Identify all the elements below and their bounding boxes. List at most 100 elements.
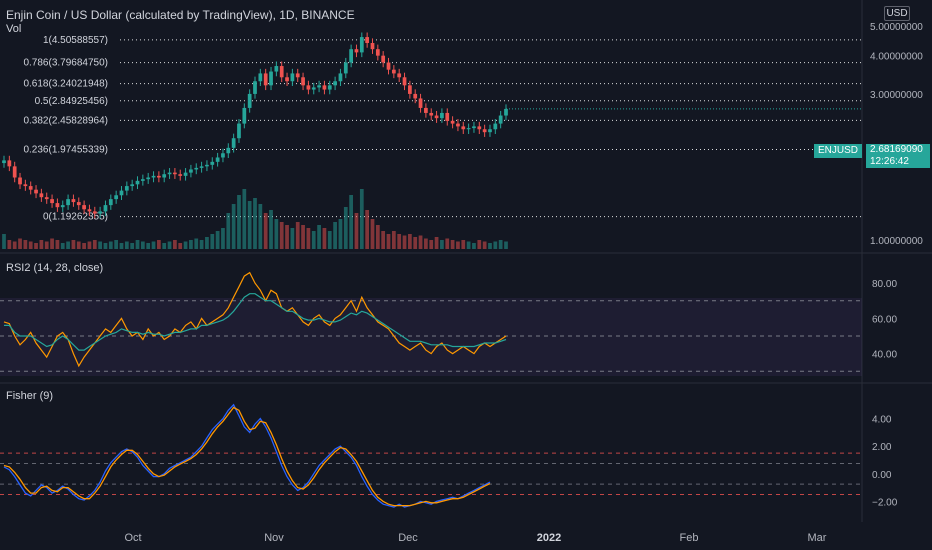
candle-body: [391, 69, 396, 74]
candle-body: [226, 147, 231, 154]
volume-bar: [151, 241, 156, 249]
candle-body: [365, 37, 370, 43]
candle-body: [28, 186, 33, 190]
volume-bar: [397, 234, 402, 249]
candle-body: [66, 199, 70, 206]
candle-body: [504, 108, 508, 116]
volume-bar: [189, 240, 193, 249]
candle-body: [343, 62, 348, 74]
candle-body: [221, 153, 225, 158]
volume-bar: [247, 201, 252, 249]
candle-body: [413, 93, 418, 99]
volume-bar: [311, 231, 316, 249]
volume-bar: [504, 241, 508, 249]
volume-bar: [365, 210, 370, 249]
candle-body: [375, 49, 380, 56]
candle-body: [322, 85, 327, 90]
volume-bar: [237, 195, 241, 249]
fib-level-label: 0.786(3.79684750): [23, 58, 108, 69]
candle-body: [82, 205, 86, 210]
volume-bar: [178, 243, 183, 249]
volume-bar: [231, 204, 236, 249]
volume-bar: [183, 241, 188, 249]
candle-body: [397, 73, 402, 78]
volume-bar: [386, 234, 391, 249]
candle-body: [50, 199, 54, 204]
volume-bar: [279, 222, 284, 249]
candle-body: [317, 85, 321, 88]
volume-bar: [498, 240, 503, 249]
last-price-tag: 2.68169090 12:26:42: [866, 144, 930, 168]
volume-bar: [157, 240, 161, 249]
volume-bar: [327, 231, 332, 249]
volume-bar: [44, 241, 49, 249]
candle-body: [157, 175, 161, 178]
volume-bar: [424, 238, 428, 249]
volume-bar: [114, 240, 119, 249]
fib-level-label: 0.5(2.84925456): [35, 96, 108, 107]
rsi-tick-label: 60.00: [872, 314, 897, 325]
volume-bar: [461, 240, 466, 249]
fisher-trigger-line: [3, 406, 491, 507]
volume-bar: [258, 204, 263, 249]
candle-body: [146, 177, 151, 180]
volume-bar: [418, 235, 423, 249]
fisher-tick-label: 4.00: [872, 415, 892, 426]
candle-body: [402, 77, 407, 86]
candle-body: [60, 205, 65, 208]
volume-bar: [445, 238, 450, 249]
candle-body: [279, 66, 284, 78]
volume-bar: [146, 243, 151, 249]
volume-bar: [343, 207, 348, 249]
candle-body: [87, 209, 92, 212]
candle-body: [151, 175, 156, 178]
volume-bar: [370, 219, 375, 249]
candle-body: [55, 203, 60, 208]
last-price-value: 2.68169090: [870, 144, 923, 155]
candle-body: [135, 180, 140, 185]
candle-body: [183, 172, 188, 176]
rsi-axis: 80.00 60.00 40.00: [872, 279, 897, 360]
candle-body: [124, 186, 129, 191]
volume-bar: [488, 243, 492, 249]
candle-body: [306, 85, 311, 90]
candle-body: [333, 81, 337, 86]
candle-body: [34, 189, 38, 194]
volume-bar: [375, 225, 380, 249]
candle-body: [237, 123, 241, 139]
candle-body: [242, 107, 247, 124]
time-tick-label: 2022: [537, 532, 561, 544]
volume-bar: [493, 241, 498, 249]
candle-body: [18, 177, 22, 185]
volume-bar: [162, 243, 167, 249]
volume-bars: [2, 189, 508, 249]
candle-body: [114, 195, 119, 200]
volume-bar: [274, 219, 279, 249]
volume-bar: [124, 241, 129, 249]
time-tick-label: Oct: [124, 532, 141, 544]
volume-bar: [60, 243, 65, 249]
candle-body: [450, 120, 455, 124]
fisher-tick-label: 0.00: [872, 470, 892, 481]
candle-body: [434, 115, 439, 119]
volume-bar: [322, 228, 327, 249]
volume-bar: [87, 241, 92, 249]
candle-body: [119, 190, 124, 196]
volume-bar: [23, 240, 28, 249]
candle-body: [482, 129, 487, 133]
volume-bar: [338, 219, 343, 249]
volume-bar: [434, 237, 439, 249]
currency-scale-button[interactable]: USD: [884, 6, 910, 21]
volume-bar: [215, 231, 220, 249]
candle-body: [370, 42, 375, 50]
candle-body: [472, 126, 476, 129]
candlesticks: [2, 32, 508, 219]
volume-bar: [119, 243, 124, 249]
volume-bar: [285, 225, 289, 249]
rsi-tick-label: 80.00: [872, 279, 897, 290]
time-axis: Oct Nov Dec 2022 Feb Mar: [124, 532, 826, 544]
time-tick-label: Dec: [398, 532, 418, 544]
candle-body: [456, 123, 460, 127]
candle-body: [285, 77, 289, 82]
